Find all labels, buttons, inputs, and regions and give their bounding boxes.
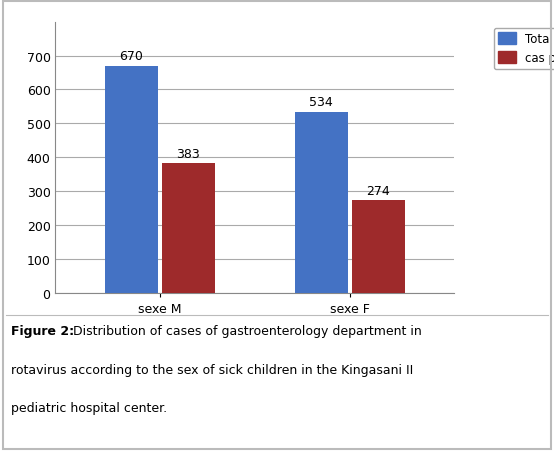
Text: 534: 534 xyxy=(310,96,333,109)
Bar xyxy=(105,66,158,293)
Text: Figure 2:: Figure 2: xyxy=(11,325,74,338)
Text: rotavirus according to the sex of sick children in the Kingasani II: rotavirus according to the sex of sick c… xyxy=(11,363,413,376)
Legend: Total de cas, cas positif: Total de cas, cas positif xyxy=(494,28,554,70)
Text: Distribution of cases of gastroenterology department in: Distribution of cases of gastroenterolog… xyxy=(69,325,422,338)
Text: 670: 670 xyxy=(120,50,143,63)
Bar xyxy=(352,200,405,293)
Text: pediatric hospital center.: pediatric hospital center. xyxy=(11,401,167,414)
Text: 274: 274 xyxy=(366,184,390,197)
Bar xyxy=(295,113,348,293)
Text: 383: 383 xyxy=(177,147,200,160)
Bar xyxy=(162,164,215,293)
